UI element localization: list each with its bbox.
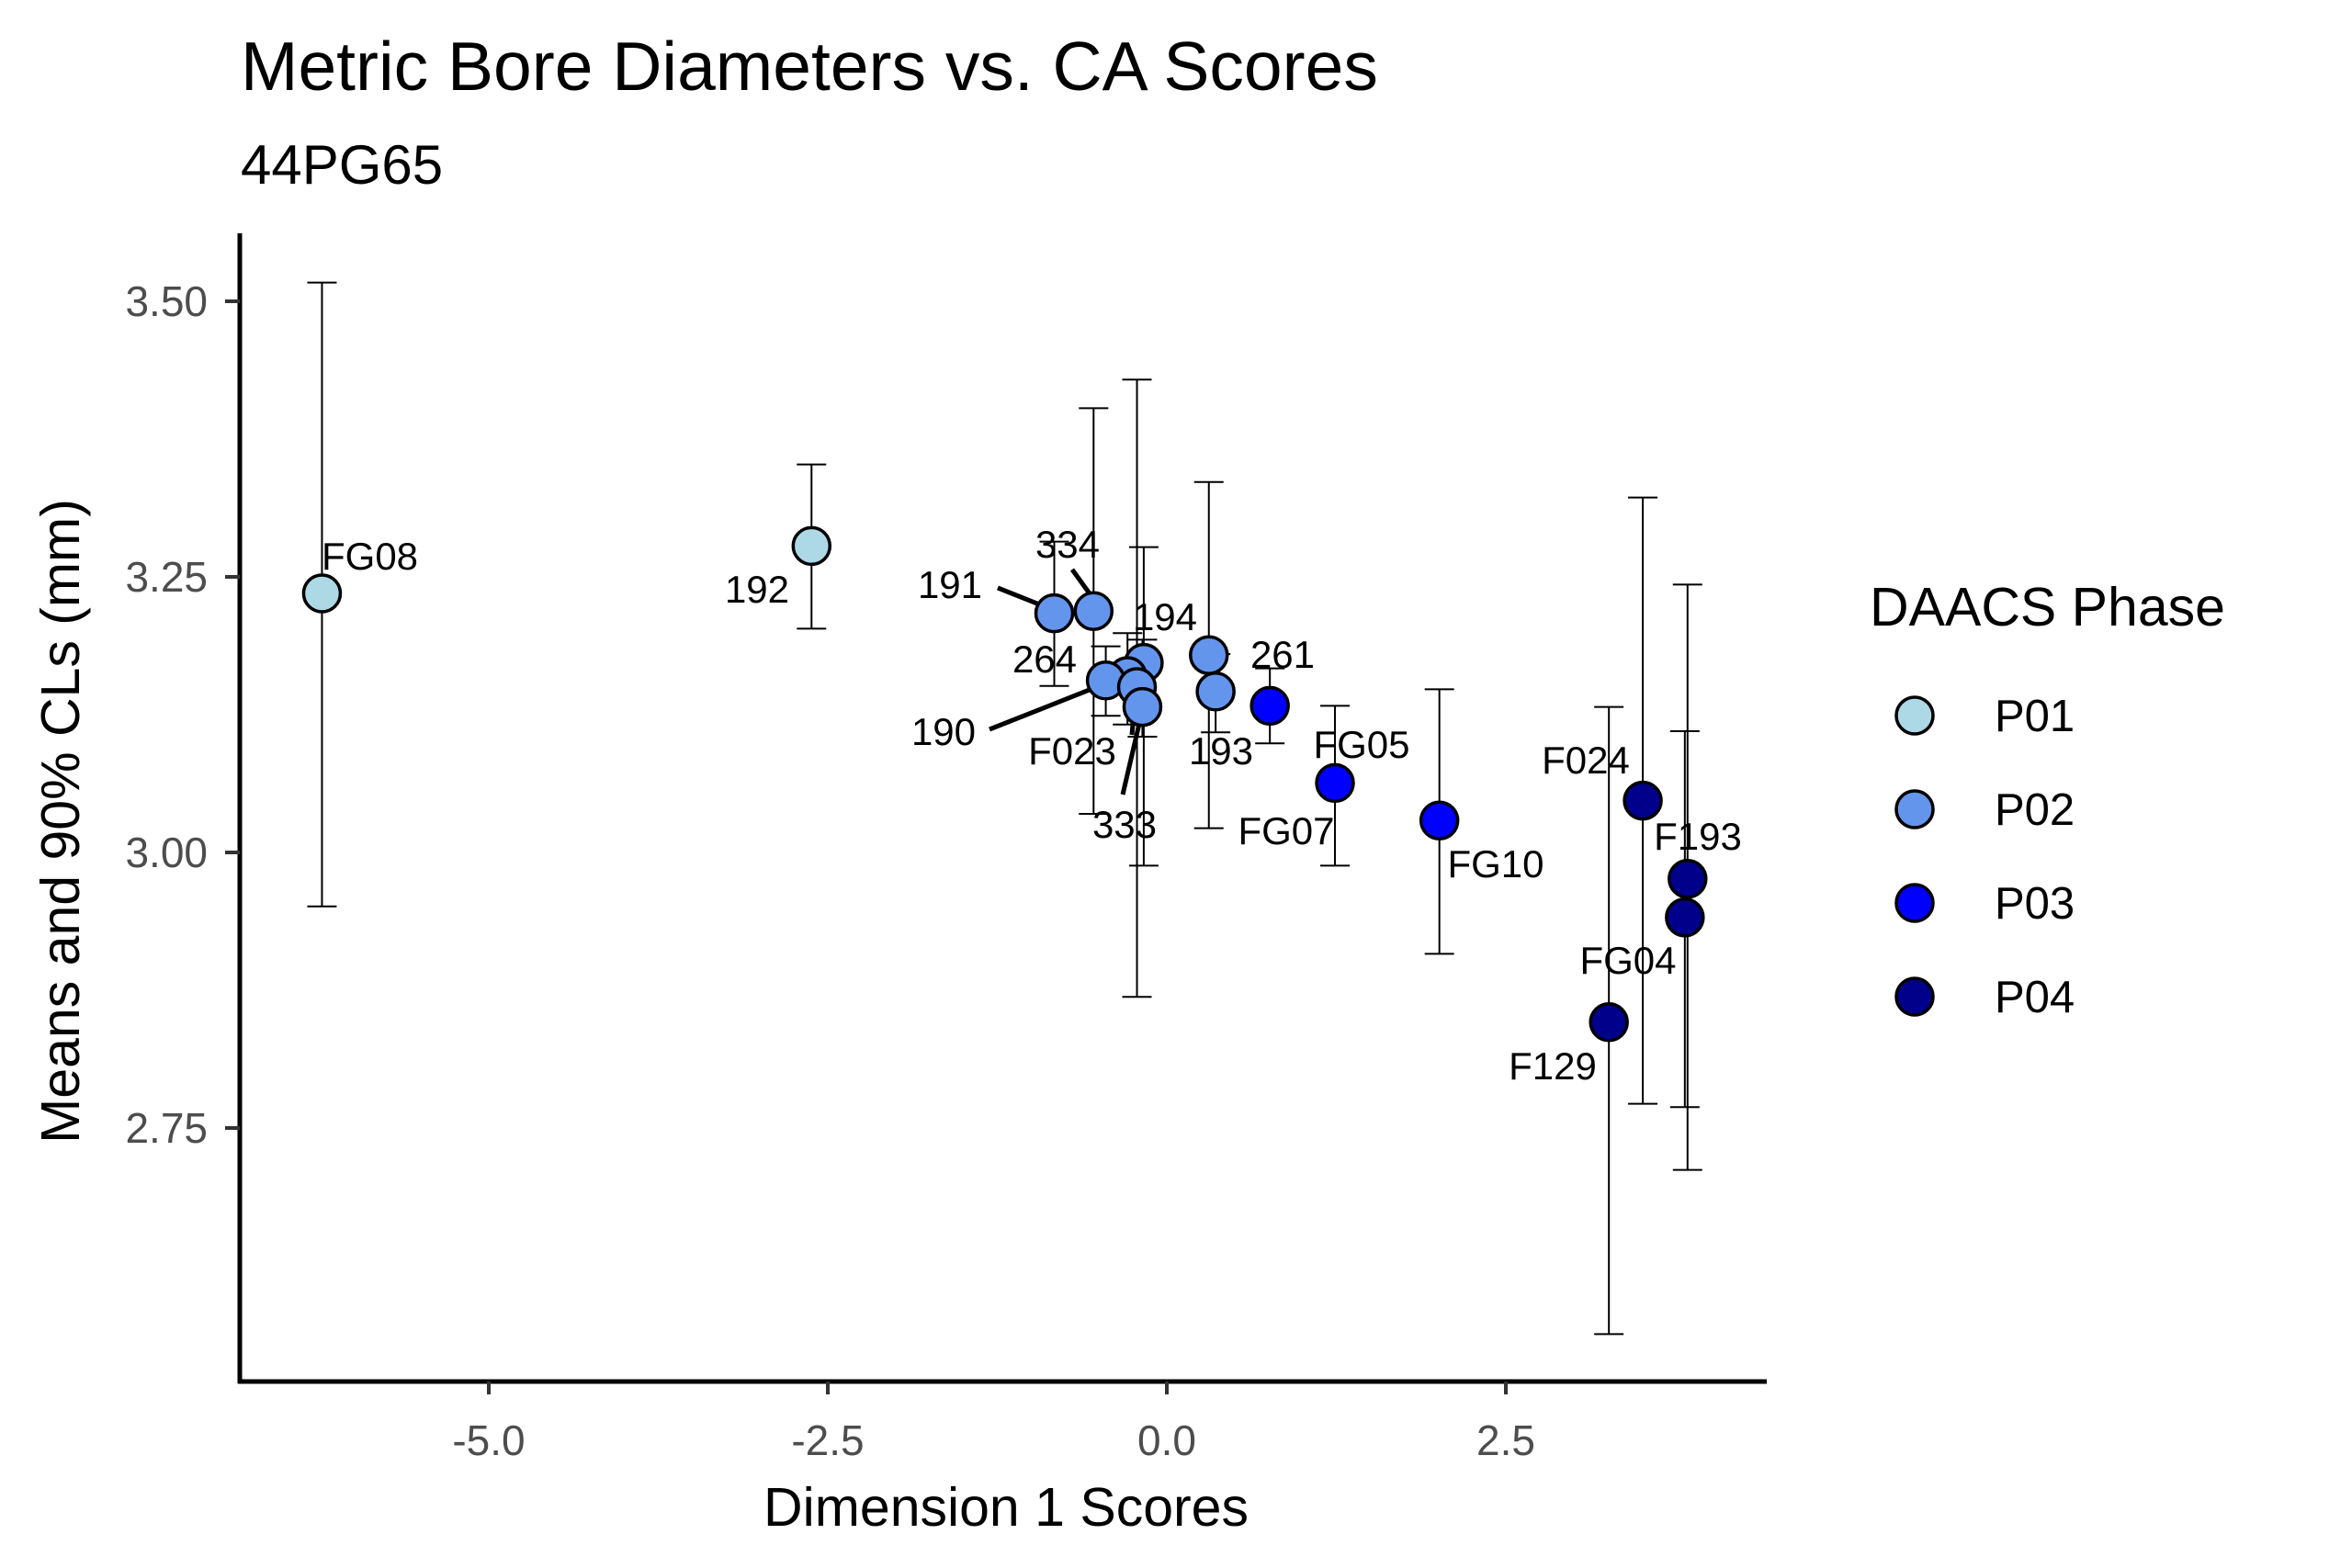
data-point <box>1073 591 1114 631</box>
legend-title: DAACS Phase <box>1870 577 2225 637</box>
x-tick-label: 0.0 <box>1137 1416 1196 1464</box>
legend-item-p04: P04 <box>1894 973 2075 1022</box>
data-point <box>1315 762 1355 804</box>
x-ticks: -5.0 -2.5 0.0 2.5 <box>452 1382 1535 1464</box>
legend: DAACS Phase P01 P02 P03 P04 <box>1870 577 2225 1022</box>
errorbar-layer <box>307 281 1702 1336</box>
data-point <box>1668 859 1708 899</box>
point-label: FG04 <box>1579 939 1676 982</box>
data-point <box>1189 635 1229 675</box>
point-label: F023 <box>1028 729 1116 773</box>
point-label: F193 <box>1654 815 1742 858</box>
data-point <box>791 525 832 567</box>
chart-title: Metric Bore Diameters vs. CA Scores <box>241 28 1378 105</box>
label-segment <box>989 680 1109 732</box>
y-tick-label: 2.75 <box>125 1104 208 1152</box>
x-tick-label: -5.0 <box>452 1416 525 1464</box>
y-axis-title: Means and 90% CLs (mm) <box>30 499 91 1144</box>
data-point <box>1419 800 1460 840</box>
chart-subtitle: 44PG65 <box>241 134 443 196</box>
data-point <box>1250 685 1290 727</box>
point-label: FG10 <box>1447 842 1544 886</box>
point-label: 334 <box>1035 523 1100 566</box>
x-tick-label: -2.5 <box>791 1416 864 1464</box>
point-label: 194 <box>1133 595 1197 638</box>
point-label: FG07 <box>1238 809 1334 852</box>
data-point <box>301 573 343 614</box>
point-label: 261 <box>1250 633 1315 676</box>
legend-swatch <box>1894 976 1935 1017</box>
data-point <box>1665 897 1705 938</box>
x-axis-title: Dimension 1 Scores <box>763 1477 1249 1538</box>
legend-swatch <box>1894 789 1935 829</box>
data-point <box>1034 592 1075 634</box>
data-point <box>1589 1002 1629 1043</box>
point-label: 333 <box>1092 803 1157 846</box>
point-label: FG08 <box>322 535 418 578</box>
legend-label: P04 <box>1995 973 2075 1022</box>
legend-label: P01 <box>1995 692 2075 741</box>
legend-item-p02: P02 <box>1894 785 2075 835</box>
point-label: 264 <box>1012 637 1077 681</box>
y-tick-label: 3.00 <box>125 829 208 876</box>
data-point <box>1122 686 1163 728</box>
point-label: 192 <box>725 568 789 611</box>
legend-label: P03 <box>1995 879 2075 929</box>
point-label: FG05 <box>1313 723 1409 766</box>
legend-label: P02 <box>1995 785 2075 835</box>
point-label: 190 <box>911 710 976 753</box>
point-label: 193 <box>1189 729 1253 773</box>
point-label: F024 <box>1542 739 1630 782</box>
data-point <box>1195 671 1236 712</box>
point-label: F129 <box>1509 1044 1597 1088</box>
data-point <box>1623 780 1663 821</box>
point-label: 191 <box>918 563 982 606</box>
legend-swatch <box>1894 883 1935 923</box>
legend-item-p01: P01 <box>1894 692 2075 741</box>
x-tick-label: 2.5 <box>1476 1416 1535 1464</box>
point-labels-layer: FG08 192 191 334 194 264 190 F023 333 261 193 FG07 F… <box>322 523 1742 1088</box>
legend-item-p03: P03 <box>1894 879 2075 929</box>
points-layer <box>301 525 1708 1043</box>
y-tick-label: 3.50 <box>125 277 208 325</box>
legend-swatch <box>1894 695 1935 736</box>
y-ticks: 3.50 3.25 3.00 2.75 <box>125 277 240 1152</box>
y-tick-label: 3.25 <box>125 553 208 601</box>
